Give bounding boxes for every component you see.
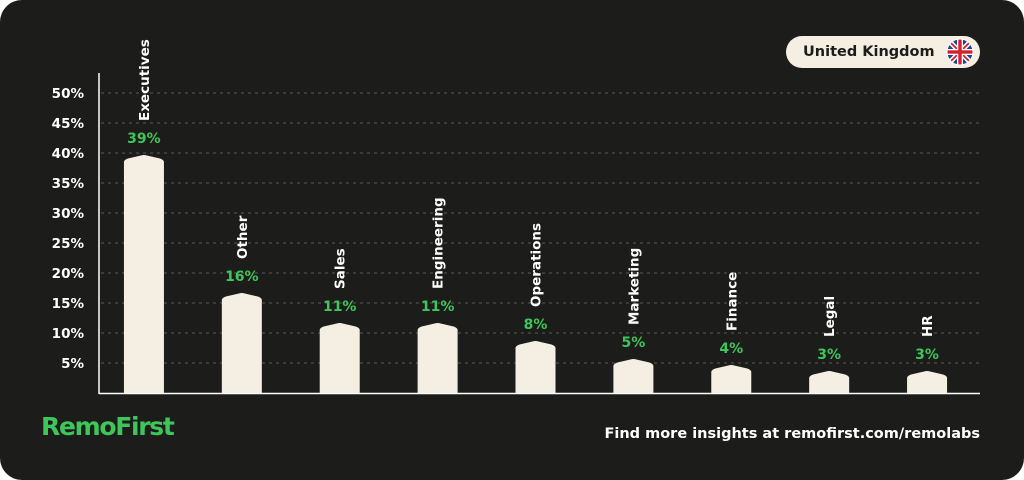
category-label: Marketing — [626, 248, 642, 325]
bar-value-label: 11% — [421, 299, 455, 315]
bar-value-label: 11% — [323, 299, 357, 315]
bar — [221, 293, 262, 393]
category-label: Executives — [137, 39, 153, 121]
country-badge: United Kingdom — [786, 36, 980, 68]
bar — [711, 365, 752, 393]
uk-flag-icon — [946, 38, 974, 66]
bar — [319, 323, 360, 393]
bar-value-label: 4% — [719, 341, 743, 357]
y-tick-label: 35% — [52, 176, 85, 192]
category-label: Legal — [822, 296, 838, 337]
category-label: HR — [920, 315, 936, 337]
bar — [515, 341, 556, 393]
bar-value-label: 39% — [127, 131, 161, 147]
country-label: United Kingdom — [803, 44, 935, 60]
footer-insights-text: Find more insights at remofirst.com/remo… — [604, 426, 980, 442]
y-tick-label: 15% — [52, 296, 85, 312]
bar-value-label: 16% — [225, 269, 259, 285]
category-label: Sales — [333, 248, 349, 289]
bar — [907, 371, 948, 393]
category-label: Finance — [724, 272, 740, 331]
bar-value-label: 3% — [817, 347, 841, 363]
bar — [613, 359, 654, 393]
bar — [417, 323, 458, 393]
y-tick-label: 5% — [61, 356, 84, 372]
y-tick-label: 30% — [52, 206, 85, 222]
category-label: Operations — [529, 223, 545, 307]
y-tick-label: 50% — [52, 86, 85, 102]
y-tick-label: 10% — [52, 326, 85, 342]
remofirst-logo: RemoFirst — [41, 412, 175, 441]
y-tick-label: 25% — [52, 236, 85, 252]
y-tick-label: 20% — [52, 266, 85, 282]
bar — [809, 371, 850, 393]
category-label: Engineering — [431, 197, 447, 289]
category-label: Other — [235, 215, 251, 259]
bar-value-label: 3% — [915, 347, 939, 363]
bar-value-label: 8% — [524, 317, 548, 333]
y-tick-label: 45% — [52, 116, 85, 132]
bar-value-label: 5% — [621, 335, 645, 351]
y-tick-label: 40% — [52, 146, 85, 162]
bar — [123, 155, 164, 393]
